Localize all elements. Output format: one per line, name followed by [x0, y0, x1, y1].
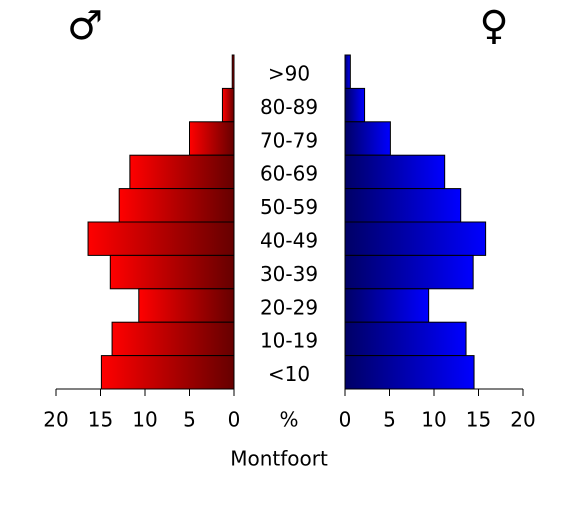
category-label: >90 — [268, 62, 310, 86]
bar — [111, 321, 235, 357]
x-tick-label: 5 — [183, 408, 196, 432]
chart-title: Montfoort — [230, 447, 328, 471]
x-tick-label: 0 — [228, 408, 241, 432]
bar — [344, 221, 487, 256]
bar — [118, 188, 235, 223]
bar — [344, 154, 446, 190]
bar — [221, 87, 235, 123]
x-tick-label: 15 — [466, 408, 491, 432]
bar — [100, 355, 235, 390]
bar — [87, 221, 235, 256]
category-label: 70-79 — [260, 128, 318, 152]
x-tick-label: 10 — [421, 408, 446, 432]
category-label: 80-89 — [260, 95, 318, 119]
category-label: 60-69 — [260, 162, 318, 186]
x-tick-label: 15 — [88, 408, 113, 432]
bar — [109, 254, 235, 290]
bar — [129, 154, 235, 190]
x-tick-label: 0 — [339, 408, 352, 432]
bar — [189, 121, 235, 156]
bar — [344, 87, 366, 123]
bar — [344, 254, 474, 290]
legend-symbol: ♀ — [479, 3, 508, 49]
category-label: 30-39 — [260, 262, 318, 286]
legend-symbol: ♂ — [67, 3, 103, 49]
category-label: 50-59 — [260, 195, 318, 219]
category-label: 40-49 — [260, 229, 318, 253]
unit-label: % — [279, 408, 298, 432]
category-label: 20-29 — [260, 295, 318, 319]
bar — [231, 54, 235, 89]
bar — [344, 355, 475, 390]
bar — [138, 288, 235, 323]
bar — [344, 54, 351, 89]
x-tick-label: 10 — [132, 408, 157, 432]
category-label: <10 — [268, 362, 310, 386]
x-tick-label: 5 — [383, 408, 396, 432]
bar — [344, 121, 391, 156]
bar — [344, 288, 430, 323]
bar — [344, 188, 462, 223]
x-tick-label: 20 — [510, 408, 535, 432]
bar — [344, 321, 467, 357]
category-label: 10-19 — [260, 329, 318, 353]
x-tick-label: 20 — [43, 408, 68, 432]
